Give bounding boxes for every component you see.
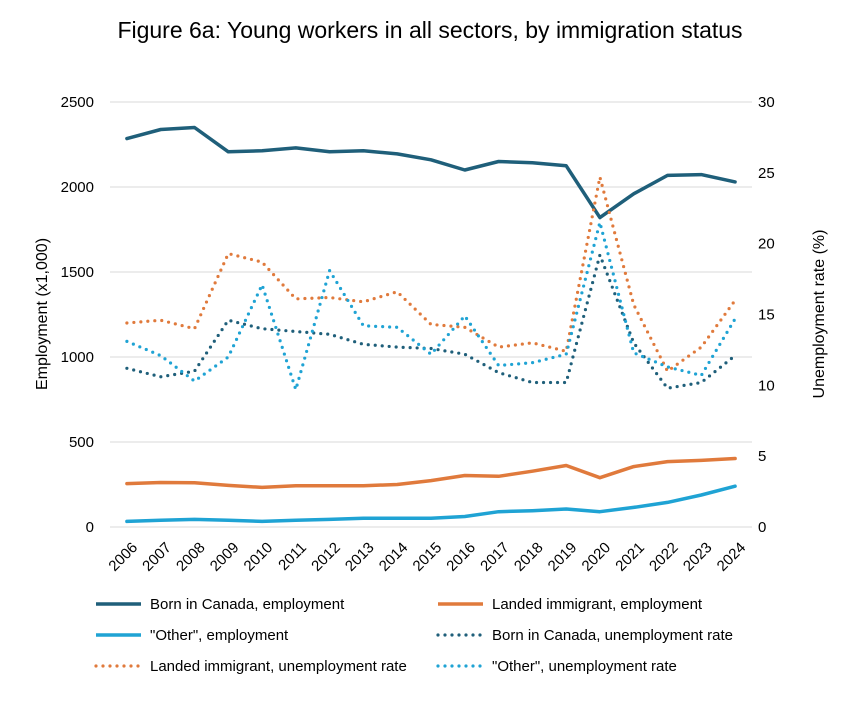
left-tick-label: 0 — [86, 519, 94, 536]
series-line-5 — [125, 175, 737, 373]
legend-label-6: "Other", unemployment rate — [492, 658, 677, 675]
legend: Born in Canada, employment Landed immigra… — [94, 596, 733, 675]
x-tick-label: 2020 — [579, 539, 615, 575]
series-line-4 — [125, 253, 737, 390]
x-tick-label: 2015 — [410, 539, 446, 575]
series-line-2 — [125, 456, 737, 490]
gridlines — [110, 101, 752, 528]
right-tick-label: 10 — [758, 377, 775, 394]
x-tick-label: 2023 — [680, 539, 716, 575]
x-tick-label: 2019 — [545, 539, 581, 575]
x-tick-label: 2008 — [173, 539, 209, 575]
right-tick-label: 15 — [758, 307, 775, 324]
series-lines — [125, 125, 737, 524]
right-axis-ticks: 0 5 10 15 20 25 30 — [758, 94, 775, 536]
legend-label-3: "Other", employment — [150, 627, 289, 644]
right-tick-label: 20 — [758, 236, 775, 253]
legend-label-1: Born in Canada, employment — [150, 596, 345, 613]
x-tick-label: 2012 — [308, 539, 344, 575]
chart-title: Figure 6a: Young workers in all sectors,… — [117, 17, 743, 43]
right-axis-title: Unemployment rate (%) — [811, 230, 828, 399]
left-axis-title: Employment (x1,000) — [34, 238, 51, 390]
x-tick-label: 2010 — [241, 539, 277, 575]
left-tick-label: 1000 — [61, 349, 94, 366]
right-tick-label: 25 — [758, 165, 775, 182]
x-tick-label: 2021 — [612, 539, 648, 575]
x-tick-label: 2017 — [477, 539, 513, 575]
series-line-6 — [125, 220, 737, 392]
x-tick-label: 2014 — [376, 539, 412, 575]
x-tick-label: 2018 — [511, 539, 547, 575]
series-line-1 — [125, 125, 737, 220]
left-tick-label: 2500 — [61, 94, 94, 111]
left-tick-label: 500 — [69, 434, 94, 451]
series-line-3 — [125, 484, 737, 524]
right-tick-label: 0 — [758, 519, 766, 536]
right-tick-label: 5 — [758, 448, 766, 465]
x-tick-label: 2011 — [275, 539, 310, 574]
legend-label-2: Landed immigrant, employment — [492, 596, 703, 613]
left-tick-label: 2000 — [61, 179, 94, 196]
legend-label-4: Born in Canada, unemployment rate — [492, 627, 733, 644]
x-axis-ticks: 2006200720082009201020112012201320142015… — [105, 539, 749, 575]
x-tick-label: 2013 — [342, 539, 378, 575]
x-tick-label: 2006 — [105, 539, 141, 575]
x-tick-label: 2009 — [207, 539, 243, 575]
legend-label-5: Landed immigrant, unemployment rate — [150, 658, 407, 675]
x-tick-label: 2007 — [139, 539, 175, 575]
x-tick-label: 2022 — [646, 539, 682, 575]
x-tick-label: 2024 — [714, 539, 750, 575]
right-tick-label: 30 — [758, 94, 775, 111]
left-axis-ticks: 0 500 1000 1500 2000 2500 — [61, 94, 94, 536]
left-tick-label: 1500 — [61, 264, 94, 281]
x-tick-label: 2016 — [443, 539, 479, 575]
